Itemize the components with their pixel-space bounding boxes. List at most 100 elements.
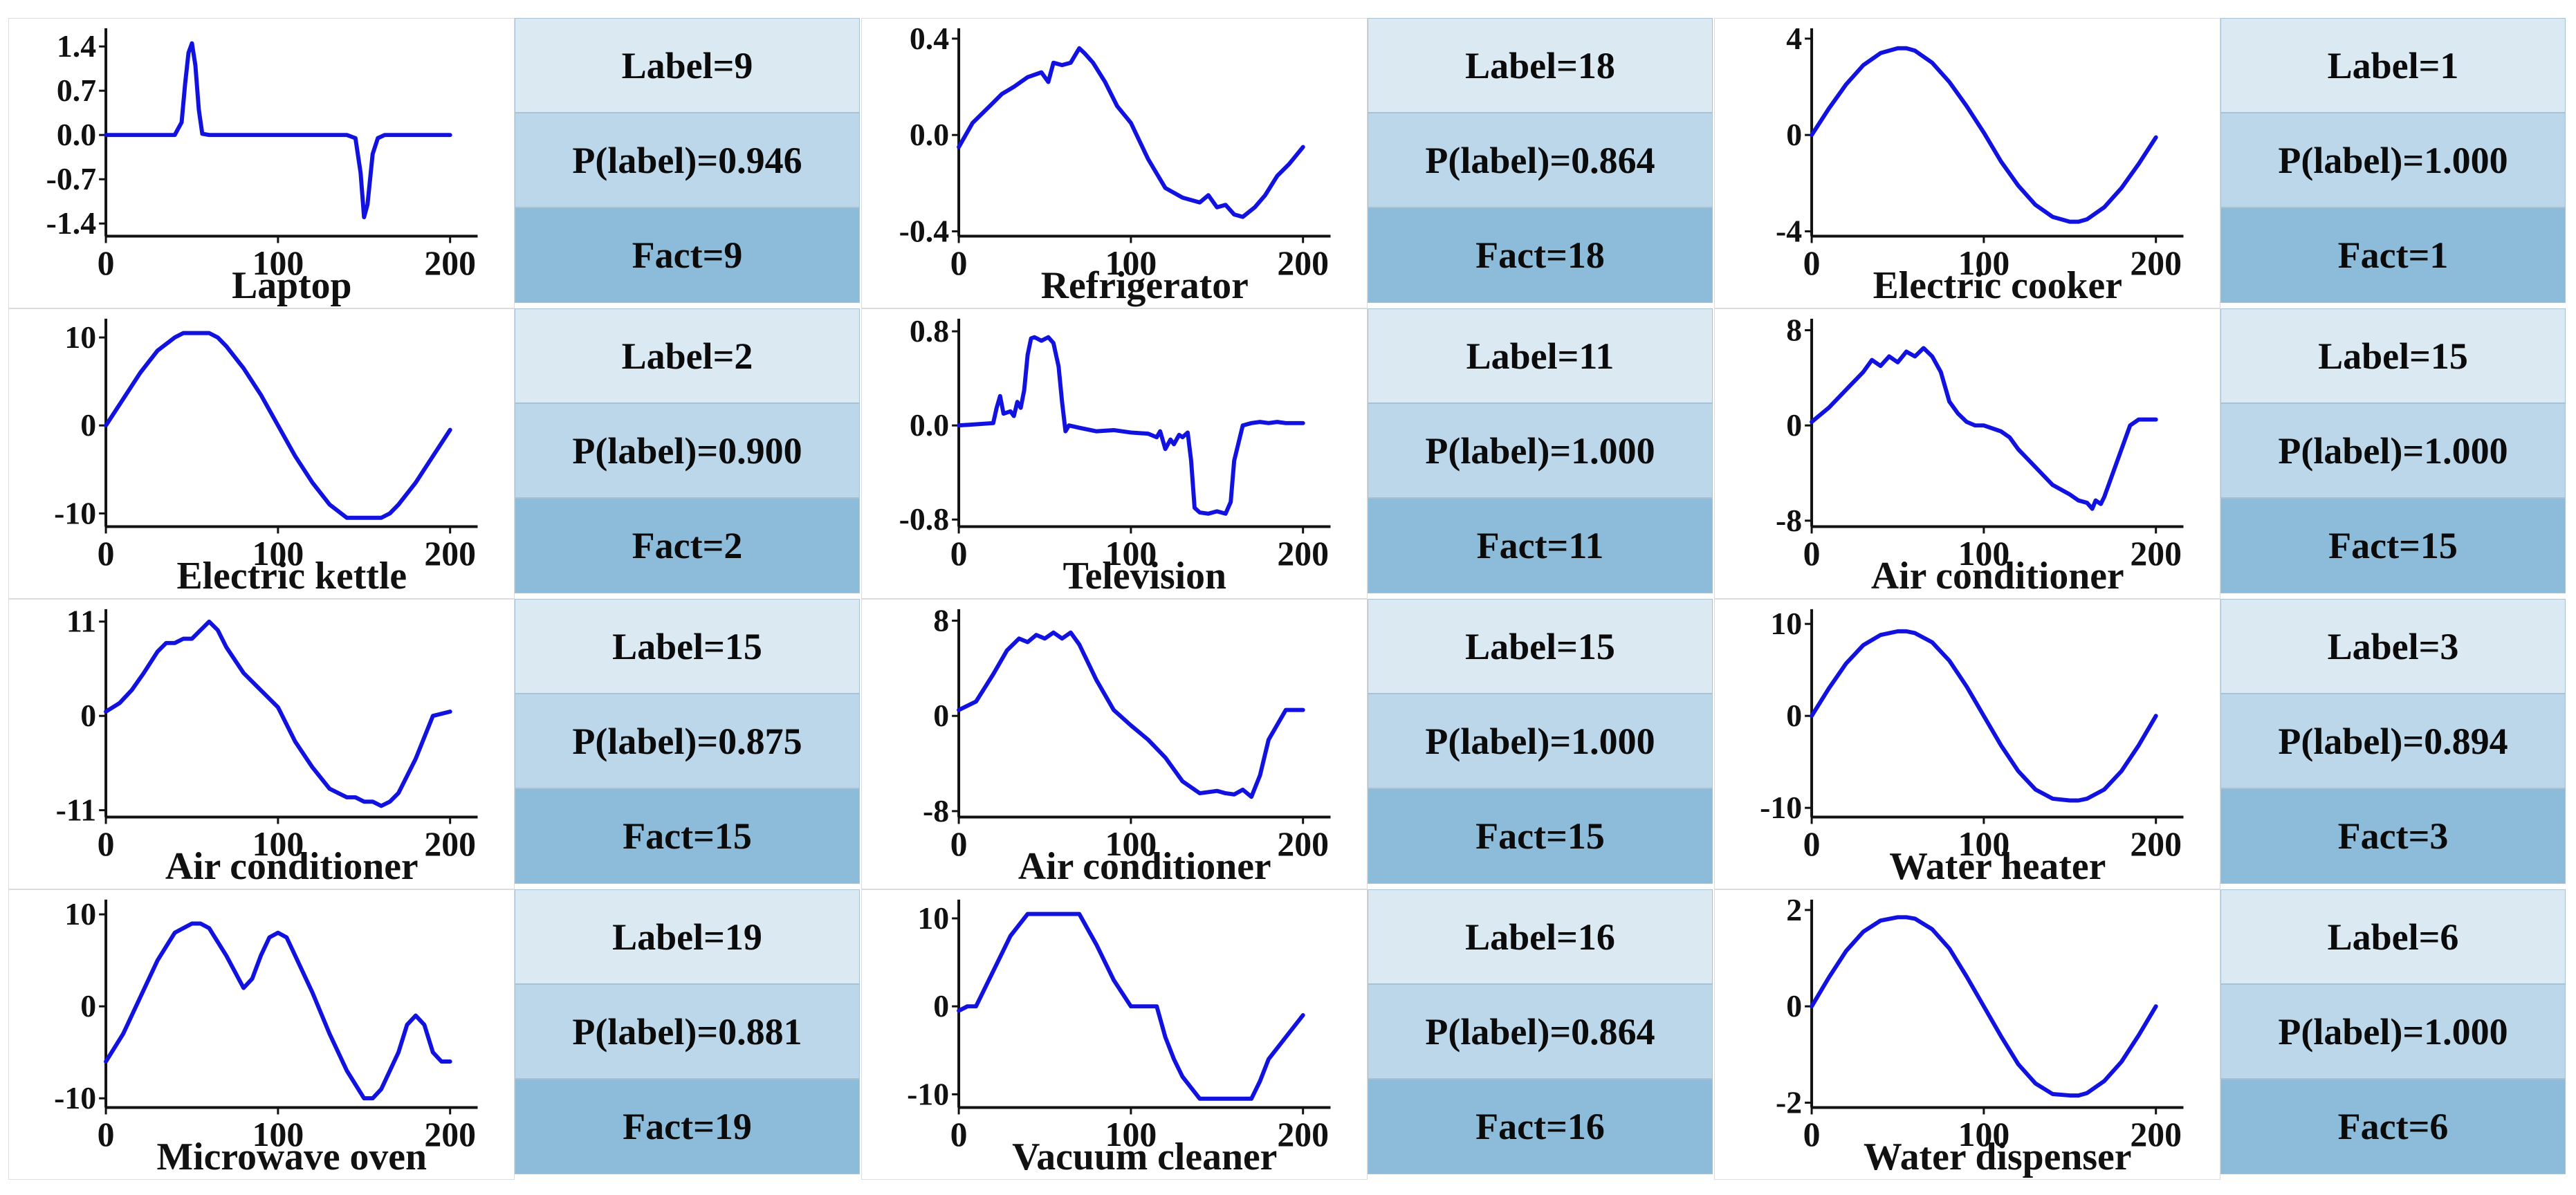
waveform-line (1810, 629, 2158, 803)
waveform-line (957, 911, 1305, 1101)
y-tick-label: 0.0 (910, 407, 949, 443)
probability-box: P(label)=1.000 (2220, 403, 2566, 498)
x-tick-label: 0 (1803, 535, 1821, 573)
appliance-name: Water dispenser (1864, 1136, 2131, 1178)
waveform-chart: 0.4 0.0 -0.40 100 200 Refrigerator (899, 21, 1331, 307)
x-tick-label: 200 (424, 244, 476, 282)
fact-box: Fact=2 (515, 498, 860, 593)
waveform-line (104, 619, 452, 808)
x-tick-label: 0 (1803, 1115, 1821, 1154)
x-tick-label: 0 (98, 1115, 115, 1154)
y-tick-label: -4 (1776, 213, 1802, 248)
appliance-name: Water heater (1889, 845, 2106, 888)
y-tick-label: 2 (1786, 892, 1802, 927)
probability-box: P(label)=1.000 (2220, 984, 2566, 1079)
x-tick-label: 0 (1803, 244, 1821, 282)
x-tick-label: 200 (424, 1115, 476, 1154)
y-tick-label: 0 (933, 698, 949, 733)
appliance-name: Air conditioner (1018, 845, 1271, 888)
x-tick-label: 100 (1105, 825, 1157, 863)
fact-box: Fact=15 (515, 788, 860, 884)
y-tick-label: 8 (1786, 312, 1802, 347)
x-tick-label: 200 (2130, 1115, 2182, 1154)
appliance-name: Air conditioner (165, 845, 418, 888)
x-tick-label: 100 (252, 825, 304, 863)
y-tick-label: -10 (54, 495, 96, 530)
x-tick-label: 0 (950, 1115, 968, 1154)
y-tick-label: -10 (907, 1076, 949, 1111)
x-tick-label: 200 (2130, 244, 2182, 282)
probability-box: P(label)=0.881 (515, 984, 860, 1079)
x-tick-label: 0 (98, 535, 115, 573)
y-tick-label: 0.4 (910, 21, 949, 56)
y-tick-label: 0.7 (57, 73, 96, 108)
waveform-line (104, 41, 452, 220)
x-tick-label: 100 (1958, 244, 2010, 282)
y-tick-label: -0.7 (46, 161, 96, 196)
waveform-chart: 0.8 0.0 -0.80 100 200 Television (899, 313, 1331, 598)
y-tick-label: 0 (1786, 407, 1802, 443)
y-tick-label: 0 (80, 698, 96, 733)
y-tick-label: 10 (64, 896, 96, 932)
y-tick-label: 10 (64, 319, 96, 355)
fact-box: Fact=3 (2220, 788, 2566, 884)
probability-box: P(label)=0.864 (1368, 984, 1713, 1079)
fact-box: Fact=16 (1368, 1079, 1713, 1174)
y-tick-label: -0.4 (899, 213, 950, 248)
fact-box: Fact=11 (1368, 498, 1713, 593)
label-box: Label=15 (515, 599, 860, 694)
label-box: Label=6 (2220, 889, 2566, 984)
y-tick-label: 4 (1786, 21, 1802, 56)
label-box: Label=9 (515, 18, 860, 113)
y-tick-label: 11 (66, 604, 96, 639)
plot-cell: 8 0 -8 0 100 200 Air conditioner (1714, 308, 2220, 599)
plot-cell: 8 0 -8 0 100 200 Air conditioner (861, 599, 1368, 889)
y-tick-label: 0 (80, 988, 96, 1023)
waveform-line (1810, 346, 2158, 511)
label-box: Label=15 (1368, 599, 1713, 694)
label-box: Label=15 (2220, 308, 2566, 403)
probability-box: P(label)=0.875 (515, 694, 860, 788)
waveform-line (957, 335, 1305, 516)
fact-box: Fact=15 (2220, 498, 2566, 593)
plot-cell: 0.8 0.0 -0.8 0 100 200 Television (861, 308, 1368, 599)
y-tick-label: -1.4 (46, 205, 97, 241)
y-tick-label: -2 (1776, 1084, 1802, 1120)
probability-box: P(label)=1.000 (1368, 694, 1713, 788)
x-tick-label: 100 (1958, 825, 2010, 863)
waveform-chart: 1.4 0.7 0.0 -0.7 -1.40 100 200 Laptop (46, 28, 478, 307)
probability-box: P(label)=0.946 (515, 113, 860, 207)
label-box: Label=11 (1368, 308, 1713, 403)
x-tick-label: 200 (2130, 825, 2182, 863)
appliance-name: Vacuum cleaner (1012, 1136, 1277, 1178)
label-box: Label=2 (515, 308, 860, 403)
plot-cell: 0.4 0.0 -0.4 0 100 200 Refrigerator (861, 18, 1368, 308)
y-tick-label: -10 (54, 1080, 96, 1115)
y-tick-label: 0 (1786, 698, 1802, 733)
plot-cell: 11 0 -11 0 100 200 Air conditioner (8, 599, 515, 889)
fact-box: Fact=15 (1368, 788, 1713, 884)
x-tick-label: 0 (98, 825, 115, 863)
waveform-line (957, 46, 1305, 219)
x-tick-label: 0 (950, 244, 968, 282)
x-tick-label: 0 (98, 244, 115, 282)
x-tick-label: 100 (252, 535, 304, 573)
x-tick-label: 100 (1105, 244, 1157, 282)
y-tick-label: -8 (1776, 503, 1802, 538)
y-tick-label: 8 (933, 602, 949, 638)
y-tick-label: 0.0 (910, 117, 949, 152)
appliance-name: Television (1063, 555, 1226, 598)
y-tick-label: 10 (917, 900, 949, 936)
probability-box: P(label)=0.900 (515, 403, 860, 498)
x-tick-label: 100 (252, 1115, 304, 1154)
y-tick-label: 0.8 (910, 313, 949, 349)
appliance-name: Electric kettle (177, 555, 407, 598)
probability-box: P(label)=1.000 (1368, 403, 1713, 498)
x-tick-label: 200 (424, 535, 476, 573)
